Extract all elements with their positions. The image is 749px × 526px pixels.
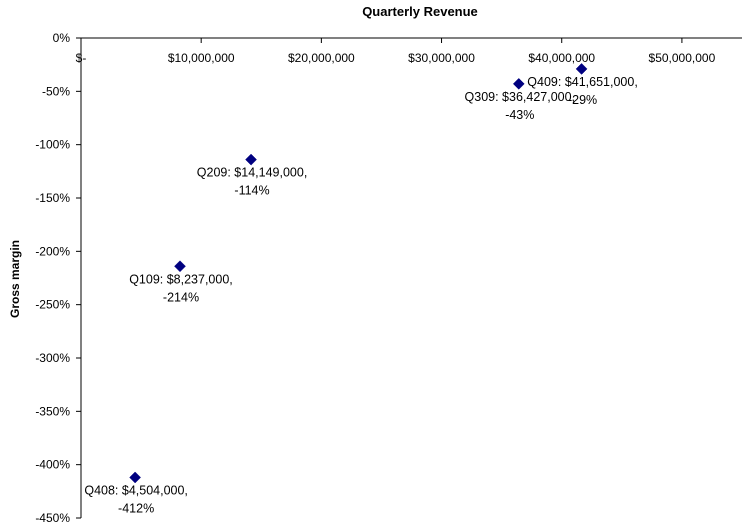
y-tick-label: -350% (35, 404, 70, 418)
y-axis-title: Gross margin (8, 240, 22, 318)
data-point-marker (129, 471, 141, 484)
chart-title: Quarterly Revenue (362, 4, 478, 19)
data-point-marker (512, 78, 525, 90)
y-tick-label: -100% (35, 138, 70, 152)
data-label: Q409: $41,651,000, -29% (527, 75, 638, 107)
x-axis-ticks: $- $10,000,000 $20,000,000 $30,000,000 $40,0… (76, 38, 716, 65)
y-tick-label: 0% (53, 31, 71, 45)
data-label-line: Q109: $8,237,000, (129, 272, 233, 286)
x-tick-label: $40,000,000 (528, 51, 595, 65)
x-tick-label: $- (76, 51, 87, 65)
data-label-value: -214% (163, 290, 199, 304)
data-label-line: Q409: $41,651,000, (527, 75, 638, 89)
data-label-value: -412% (118, 501, 154, 515)
data-point-marker (245, 153, 257, 166)
y-tick-label: -450% (35, 511, 70, 525)
y-tick-label: -200% (35, 244, 70, 258)
data-points (129, 63, 588, 484)
data-label-line: Q408: $4,504,000, (84, 483, 188, 497)
data-label-line: Q209: $14,149,000, (197, 166, 308, 180)
data-label-value: -114% (234, 184, 269, 198)
y-tick-label: -300% (35, 351, 70, 365)
y-tick-label: -400% (35, 458, 70, 472)
y-tick-label: -150% (35, 191, 70, 205)
x-tick-label: $30,000,000 (408, 51, 475, 65)
data-label-line: Q309: $36,427,000, (465, 90, 576, 104)
data-label-value: -29% (568, 93, 597, 107)
data-label: Q209: $14,149,000, -114% (197, 166, 308, 198)
y-tick-label: -50% (42, 84, 70, 98)
y-tick-label: -250% (35, 298, 70, 312)
data-labels: Q408: $4,504,000, -412% Q109: $8,237,000, -… (84, 75, 637, 516)
data-point-marker (174, 260, 186, 273)
data-point-marker (575, 63, 588, 75)
data-label-value: -43% (505, 108, 534, 122)
y-axis-ticks: 0% -50% -100% -150% -200% -250% -300% -350% -400… (35, 31, 81, 525)
x-tick-label: $20,000,000 (288, 51, 355, 65)
data-label: Q109: $8,237,000, -214% (129, 272, 233, 304)
data-label: Q309: $36,427,000, -43% (465, 90, 576, 122)
axes (80, 37, 742, 518)
data-label: Q408: $4,504,000, -412% (84, 483, 188, 515)
x-tick-label: $50,000,000 (649, 51, 716, 65)
x-tick-label: $10,000,000 (168, 51, 235, 65)
